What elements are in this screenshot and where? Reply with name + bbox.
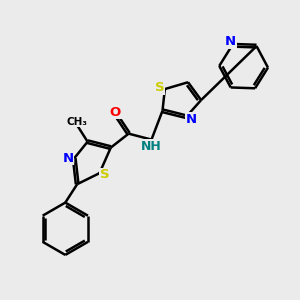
Text: S: S <box>155 81 164 94</box>
Text: N: N <box>186 112 197 126</box>
Text: N: N <box>63 152 74 165</box>
Text: O: O <box>110 106 121 119</box>
Text: N: N <box>225 35 236 48</box>
Text: NH: NH <box>141 140 162 153</box>
Text: CH₃: CH₃ <box>66 117 87 127</box>
Text: S: S <box>100 168 110 181</box>
